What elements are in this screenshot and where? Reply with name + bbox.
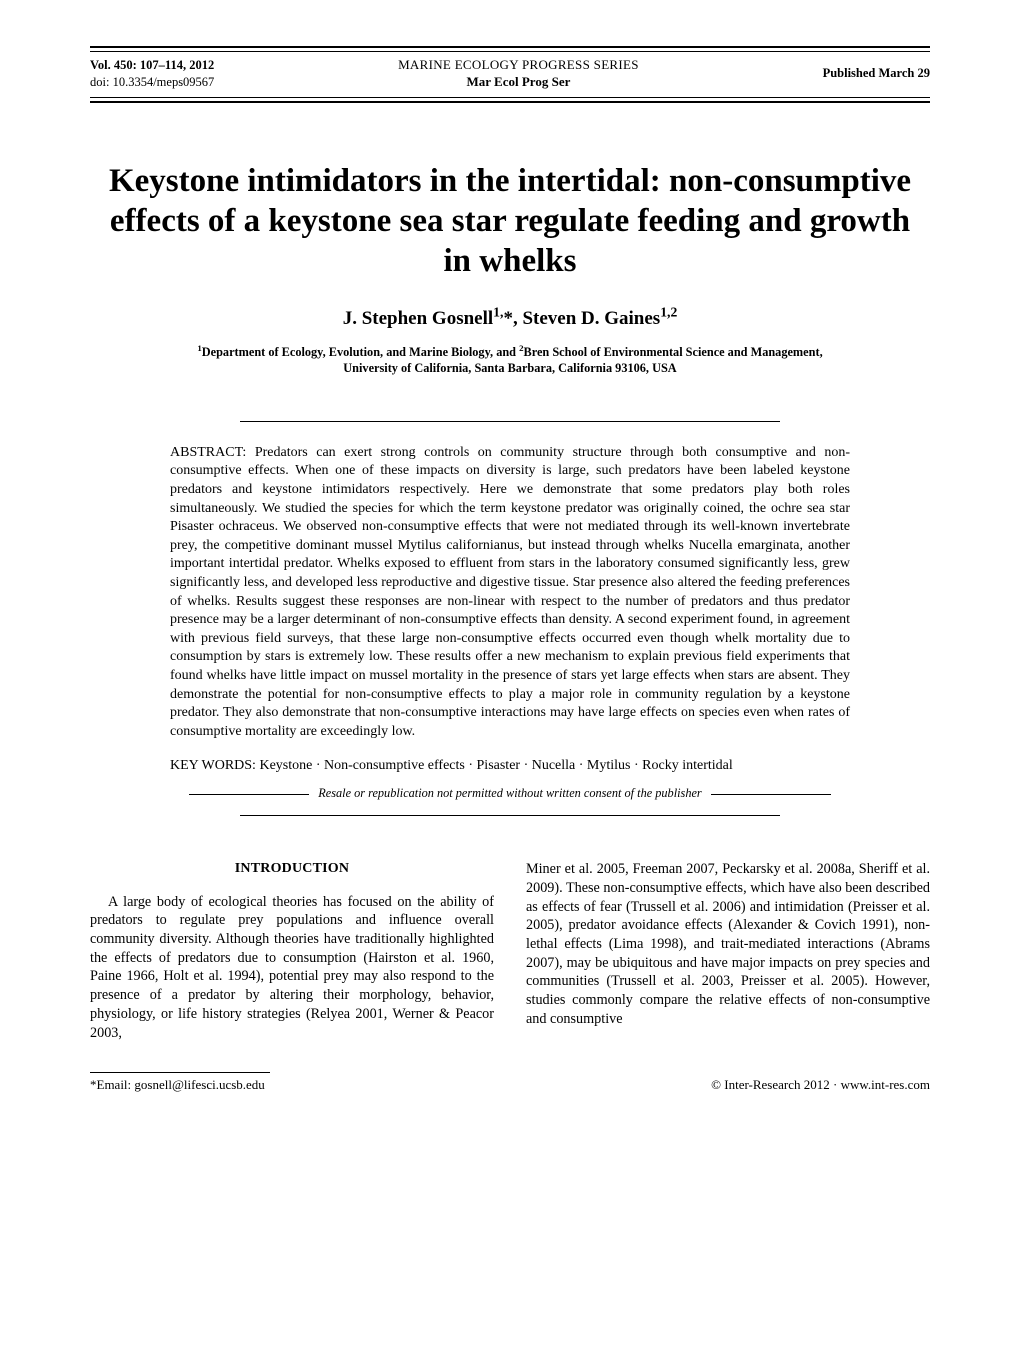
section-heading-introduction: INTRODUCTION bbox=[90, 860, 494, 878]
page-footer: *Email: gosnell@lifesci.ucsb.edu © Inter… bbox=[90, 1072, 930, 1093]
keywords-text: Keystone · Non-consumptive effects · Pis… bbox=[259, 758, 732, 773]
body-columns: INTRODUCTION A large body of ecological … bbox=[90, 860, 930, 1042]
affil-text-2: University of California, Santa Barbara,… bbox=[343, 361, 676, 375]
abstract-label: ABSTRACT: bbox=[170, 445, 255, 460]
abstract-rule-bottom bbox=[240, 815, 780, 816]
corresponding-star: * bbox=[503, 308, 513, 329]
author-2-sup: 1,2 bbox=[660, 304, 677, 319]
footer-left-block: *Email: gosnell@lifesci.ucsb.edu bbox=[90, 1072, 270, 1093]
column-left: INTRODUCTION A large body of ecological … bbox=[90, 860, 494, 1042]
resale-text: Resale or republication not permitted wi… bbox=[318, 786, 701, 800]
keywords-label: KEY WORDS: bbox=[170, 758, 259, 773]
series-short: Mar Ecol Prog Ser bbox=[398, 74, 639, 91]
footer-rule bbox=[90, 1072, 270, 1073]
column-right: Miner et al. 2005, Freeman 2007, Peckars… bbox=[526, 860, 930, 1042]
running-header: Vol. 450: 107–114, 2012 doi: 10.3354/mep… bbox=[90, 52, 930, 95]
header-center: MARINE ECOLOGY PROGRESS SERIES Mar Ecol … bbox=[398, 57, 639, 91]
corresponding-email: *Email: gosnell@lifesci.ucsb.edu bbox=[90, 1077, 265, 1092]
abstract-rule-top bbox=[240, 421, 780, 422]
author-sep: , Steven D. Gaines bbox=[513, 308, 660, 329]
abstract-text: Predators can exert strong controls on c… bbox=[170, 445, 850, 739]
resale-notice: Resale or republication not permitted wi… bbox=[90, 786, 930, 801]
resale-rule-left bbox=[189, 794, 309, 795]
footer-right-block: © Inter-Research 2012 · www.int-res.com bbox=[711, 1077, 930, 1093]
author-1: J. Stephen Gosnell bbox=[343, 308, 493, 329]
header-left: Vol. 450: 107–114, 2012 doi: 10.3354/mep… bbox=[90, 57, 214, 91]
volume-line: Vol. 450: 107–114, 2012 bbox=[90, 57, 214, 74]
header-right: Published March 29 bbox=[823, 66, 930, 81]
abstract-block: ABSTRACT: Predators can exert strong con… bbox=[170, 444, 850, 742]
article-title: Keystone intimidators in the intertidal:… bbox=[100, 161, 920, 282]
resale-rule-right bbox=[711, 794, 831, 795]
published-date: Published March 29 bbox=[823, 66, 930, 80]
author-1-sup: 1, bbox=[493, 304, 503, 319]
keywords-line: KEY WORDS: Keystone · Non-consumptive ef… bbox=[170, 757, 850, 776]
author-line: J. Stephen Gosnell1,*, Steven D. Gaines1… bbox=[90, 308, 930, 330]
header-rule-outer-bottom bbox=[90, 101, 930, 103]
series-full: MARINE ECOLOGY PROGRESS SERIES bbox=[398, 57, 639, 74]
copyright-line: © Inter-Research 2012 · www.int-res.com bbox=[711, 1077, 930, 1092]
affil-text-1b: Bren School of Environmental Science and… bbox=[524, 345, 823, 359]
header-rule-inner-bottom bbox=[90, 97, 930, 98]
doi-line: doi: 10.3354/meps09567 bbox=[90, 74, 214, 91]
intro-para-right: Miner et al. 2005, Freeman 2007, Peckars… bbox=[526, 860, 930, 1029]
affiliation-block: 1Department of Ecology, Evolution, and M… bbox=[120, 344, 900, 377]
intro-para-left: A large body of ecological theories has … bbox=[90, 893, 494, 1043]
header-rule-outer-top bbox=[90, 46, 930, 48]
affil-text-1a: Department of Ecology, Evolution, and Ma… bbox=[202, 345, 519, 359]
